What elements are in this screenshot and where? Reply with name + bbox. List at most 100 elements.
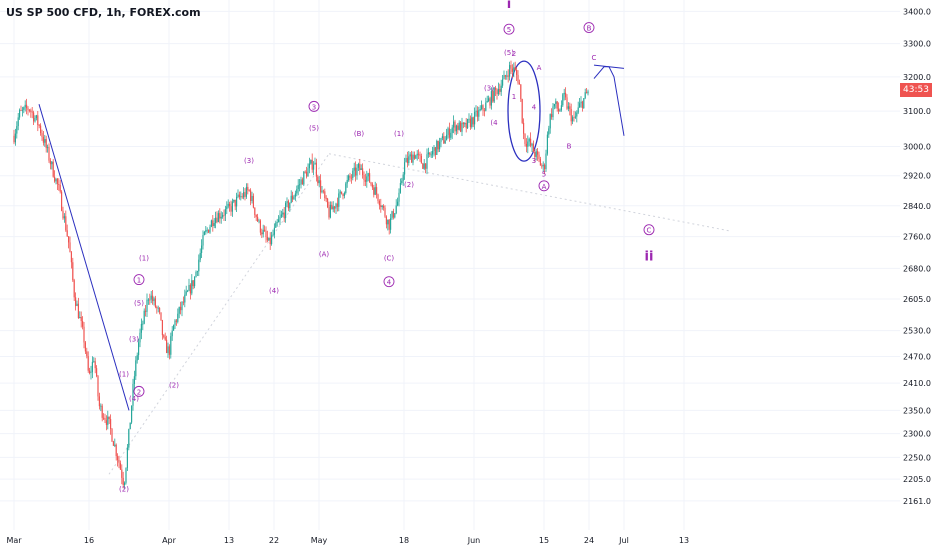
time-axis[interactable]: Mar 16 Apr 13 22 May 18 Jun 15 24 Jul 13 xyxy=(0,530,932,550)
candle-body xyxy=(191,280,193,294)
candle-body xyxy=(453,121,455,128)
candle-body xyxy=(140,323,142,333)
candle-body xyxy=(413,154,415,159)
candle-body xyxy=(65,216,67,231)
y-tick-label: 2605.0 xyxy=(903,295,931,304)
candle-body xyxy=(411,154,413,163)
candle-body xyxy=(528,138,530,142)
candle-body xyxy=(565,92,567,98)
candle-body xyxy=(35,115,37,119)
candle-body xyxy=(100,405,102,407)
candle-body xyxy=(343,192,345,196)
candle-body xyxy=(77,303,79,319)
y-tick-label: 3300.0 xyxy=(903,40,931,49)
candle-body xyxy=(367,173,369,177)
candle-body xyxy=(233,199,235,202)
candle-body xyxy=(237,194,239,197)
candle-body xyxy=(276,222,278,224)
candle-body xyxy=(257,216,259,222)
wave-label: (3) xyxy=(244,157,254,165)
candle-body xyxy=(318,180,320,184)
candle-body xyxy=(215,217,217,224)
wave-label: (5) xyxy=(504,49,514,57)
candle-body xyxy=(209,226,211,233)
candle-body xyxy=(446,134,448,141)
y-tick-label: 3000.0 xyxy=(903,143,931,152)
candle-body xyxy=(19,110,21,118)
wave-label: (2) xyxy=(119,485,129,493)
candle-body xyxy=(502,79,504,86)
wave-label: (2) xyxy=(404,181,414,189)
candle-body xyxy=(194,277,196,287)
candle-body xyxy=(576,112,578,117)
candle-body xyxy=(287,201,289,209)
candle-body xyxy=(79,317,81,319)
x-tick-label: Jul xyxy=(618,536,629,545)
candle-body xyxy=(80,317,82,322)
wave-label: A xyxy=(542,183,547,191)
x-tick-label: 13 xyxy=(224,536,234,545)
candle-body xyxy=(103,417,105,419)
candle-body xyxy=(93,361,95,363)
candle-body xyxy=(458,122,460,130)
candle-body xyxy=(185,291,187,295)
candle-body xyxy=(170,336,172,355)
price-axis[interactable]: 3400.0 3300.0 3200.0 3100.0 3000.0 2920.0 2840… xyxy=(900,0,932,530)
candle-body xyxy=(507,75,509,77)
candle-body xyxy=(503,75,505,80)
y-tick-label: 3100.0 xyxy=(903,107,931,116)
candle-body xyxy=(115,444,117,457)
candle-body xyxy=(322,190,324,192)
candle-body xyxy=(202,234,204,246)
candle-body xyxy=(61,191,63,211)
candle-body xyxy=(479,108,481,111)
wave-label: 2 xyxy=(512,50,516,58)
candle-body xyxy=(342,193,344,196)
candle-body xyxy=(510,65,512,69)
candle-body xyxy=(401,180,403,184)
candle-body xyxy=(329,204,331,218)
candle-body xyxy=(297,184,299,190)
candle-body xyxy=(451,127,453,133)
candle-body xyxy=(37,115,39,126)
candle-body xyxy=(524,133,526,144)
wave-label: (C) xyxy=(384,254,395,262)
wave-label: (1) xyxy=(139,254,149,262)
candle-body xyxy=(66,230,68,237)
candle-body xyxy=(226,206,228,210)
trend-line xyxy=(38,104,130,411)
candle-body xyxy=(346,180,348,184)
candle-body xyxy=(499,88,501,92)
candle-body xyxy=(198,259,200,272)
candle-body xyxy=(325,198,327,199)
candle-body xyxy=(509,65,511,77)
candle-body xyxy=(138,342,140,356)
candle-body xyxy=(23,107,25,110)
candle-body xyxy=(167,346,169,353)
candle-body xyxy=(118,460,120,464)
candle-body xyxy=(52,161,54,177)
candle-body xyxy=(91,361,93,373)
candle-body xyxy=(489,98,491,106)
candle-body xyxy=(161,320,163,336)
candle-body xyxy=(105,420,107,425)
candle-body xyxy=(107,416,109,425)
candle-body xyxy=(160,312,162,321)
candle-body xyxy=(24,104,26,108)
wave-label: (5) xyxy=(309,124,319,132)
candle-body xyxy=(334,206,336,209)
wave-label: ii xyxy=(645,249,654,264)
candle-body xyxy=(495,87,497,90)
grid xyxy=(0,0,900,530)
wave-circle xyxy=(503,23,515,35)
candle-body xyxy=(303,171,305,185)
candle-body xyxy=(454,121,456,132)
chart-title: US SP 500 CFD, 1h, FOREX.com xyxy=(6,6,201,19)
candle-body xyxy=(563,92,565,95)
candle-body xyxy=(27,108,29,110)
wave-label: (A) xyxy=(319,250,330,258)
candle-body xyxy=(314,162,316,165)
candle-body xyxy=(327,198,329,208)
